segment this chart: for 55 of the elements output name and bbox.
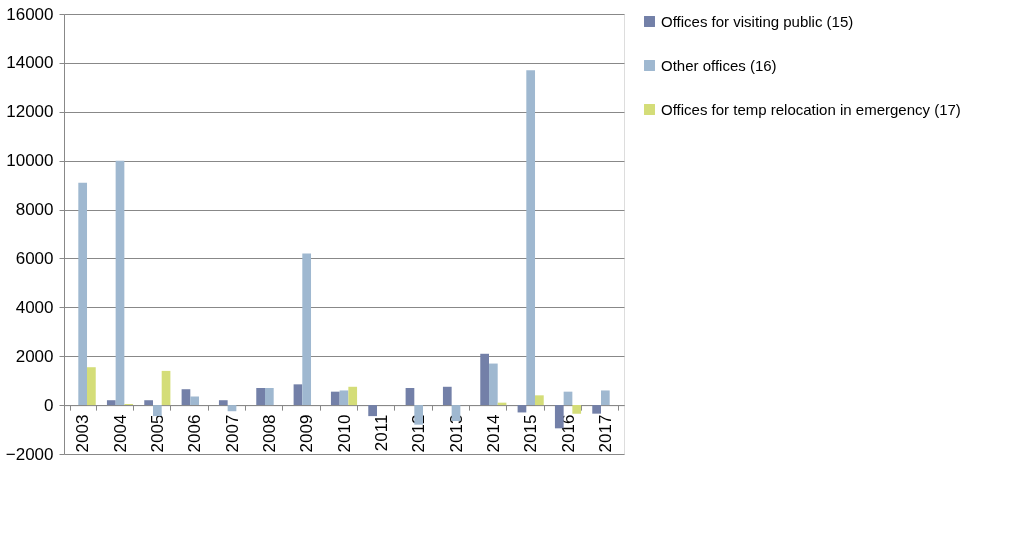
bar (535, 395, 544, 406)
bar (330, 391, 340, 406)
bar (554, 405, 564, 429)
y-tick-label: 14000 (6, 53, 54, 73)
bar (161, 370, 171, 406)
x-tick-label: 2009 (297, 414, 317, 453)
bar (218, 400, 228, 406)
x-tick-label: 2005 (147, 414, 167, 453)
bar (368, 405, 377, 417)
y-tick-label: 0 (44, 395, 54, 415)
bar (293, 384, 303, 406)
x-tick-label: 2016 (558, 414, 578, 453)
legend-label: Offices for temp relocation in emergency (17) (661, 100, 961, 118)
x-tick-label: 2004 (110, 414, 130, 453)
x-tick-label: 2014 (483, 414, 503, 453)
bar (488, 363, 498, 406)
bar (592, 405, 601, 414)
x-tick-label: 2010 (334, 414, 354, 453)
bar (152, 405, 162, 417)
x-tick-label: 2006 (185, 414, 205, 453)
bar (87, 367, 96, 406)
y-tick-label: 10000 (6, 151, 54, 171)
y-tick-label: 6000 (15, 248, 54, 268)
bar (181, 389, 191, 406)
bar (256, 388, 265, 406)
bar (526, 70, 536, 406)
bar (600, 390, 610, 406)
bar (115, 160, 125, 406)
x-tick-label: 2011 (371, 414, 391, 452)
bar (78, 182, 88, 406)
y-tick-label: 4000 (15, 297, 54, 317)
x-tick-label: 2015 (521, 414, 541, 453)
bar (264, 388, 274, 406)
bar (480, 353, 489, 406)
x-tick-label: 2017 (595, 414, 615, 453)
x-tick-label: 2008 (259, 414, 279, 453)
y-tick-label: −2000 (5, 444, 54, 464)
bar (144, 400, 153, 406)
bar (190, 396, 200, 406)
bar (442, 386, 452, 406)
x-tick-label: 2007 (222, 414, 242, 453)
bar (339, 390, 349, 406)
bar (405, 388, 415, 406)
bar (572, 405, 582, 414)
legend-label: Other offices (16) (661, 56, 777, 74)
bar (227, 405, 237, 412)
y-tick-label: 16000 (6, 4, 54, 24)
legend-label: Offices for visiting public (15) (661, 12, 854, 30)
y-tick-label: 2000 (15, 346, 54, 366)
x-tick-label: 2003 (73, 414, 93, 453)
y-tick-label: 8000 (15, 200, 54, 220)
bar (348, 386, 358, 406)
bar (106, 400, 116, 406)
y-tick-label: 12000 (6, 102, 54, 122)
bar (302, 253, 312, 406)
